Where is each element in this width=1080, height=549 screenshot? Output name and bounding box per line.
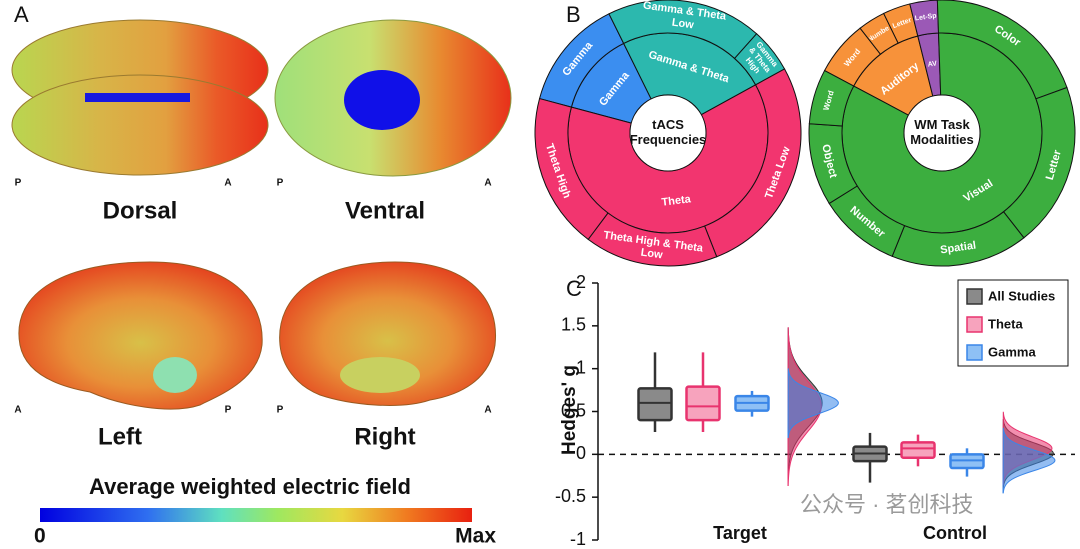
density	[1002, 427, 1056, 494]
orientation-label: A	[224, 178, 231, 189]
box	[685, 385, 721, 422]
legend-label: Theta	[988, 316, 1023, 331]
orientation-label: A	[484, 178, 491, 189]
y-axis-title: Hedges' g	[559, 365, 580, 455]
orientation-label: A	[14, 405, 21, 416]
y-tick-label: 1	[576, 357, 586, 377]
brain-left-temporal	[153, 357, 197, 393]
orientation-label: P	[225, 405, 232, 416]
legend-label: All Studies	[988, 288, 1055, 303]
legend-swatch	[966, 316, 983, 333]
sunburst-segment	[534, 97, 609, 241]
brain-ventral-blue	[344, 70, 420, 130]
legend-swatch	[966, 288, 983, 305]
brain-left	[18, 261, 263, 410]
brain-dorsal-midline	[85, 93, 190, 102]
y-tick-label: -1	[570, 529, 586, 549]
panel-a	[11, 19, 512, 522]
brain-right-temporal	[340, 357, 420, 393]
colorbar-min: 0	[34, 525, 46, 548]
legend-swatch	[966, 344, 983, 361]
y-tick-label: 0	[576, 443, 586, 463]
colorbar	[40, 508, 472, 522]
center-label-box: WM Task Modalities	[910, 117, 974, 147]
brain-dorsal-bottom	[11, 74, 269, 176]
y-tick-label: 0.5	[561, 400, 586, 420]
density	[787, 368, 839, 438]
x-tick-label: Target	[713, 523, 767, 543]
orientation-label: P	[277, 178, 284, 189]
orientation-label: P	[277, 405, 284, 416]
panel-label: C	[566, 276, 582, 301]
x-tick-label: Control	[923, 523, 987, 543]
y-tick-label: -0.5	[555, 486, 586, 506]
center-label-box: tACS Frequencies	[631, 117, 705, 147]
sunburst-segment	[808, 69, 855, 127]
brain-right	[279, 261, 497, 406]
view-label: Dorsal	[103, 197, 178, 224]
legend-label: Gamma	[988, 344, 1036, 359]
colorbar-max: Max	[455, 525, 496, 548]
colorbar-title: Average weighted electric field	[89, 474, 411, 499]
segment-label: Let-Sp	[914, 12, 938, 23]
center-label: tACS Frequencies	[631, 117, 705, 147]
sunburst-center	[629, 94, 707, 172]
view-label: Right	[354, 423, 415, 450]
view-label: Ventral	[345, 197, 425, 224]
box	[637, 387, 673, 422]
box	[900, 441, 936, 460]
center-label: WM Task Modalities	[910, 117, 974, 147]
y-tick-label: 2	[576, 272, 586, 292]
segment-label-box: Let-Sp	[914, 12, 938, 23]
watermark: 公众号 · 茗创科技	[800, 492, 974, 517]
sunburst-center	[903, 94, 981, 172]
view-label: Left	[98, 423, 142, 450]
orientation-label: A	[484, 405, 491, 416]
panel-label: A	[14, 2, 29, 27]
y-tick-label: 1.5	[561, 315, 586, 335]
orientation-label: P	[15, 178, 22, 189]
panel-label: B	[566, 2, 581, 27]
